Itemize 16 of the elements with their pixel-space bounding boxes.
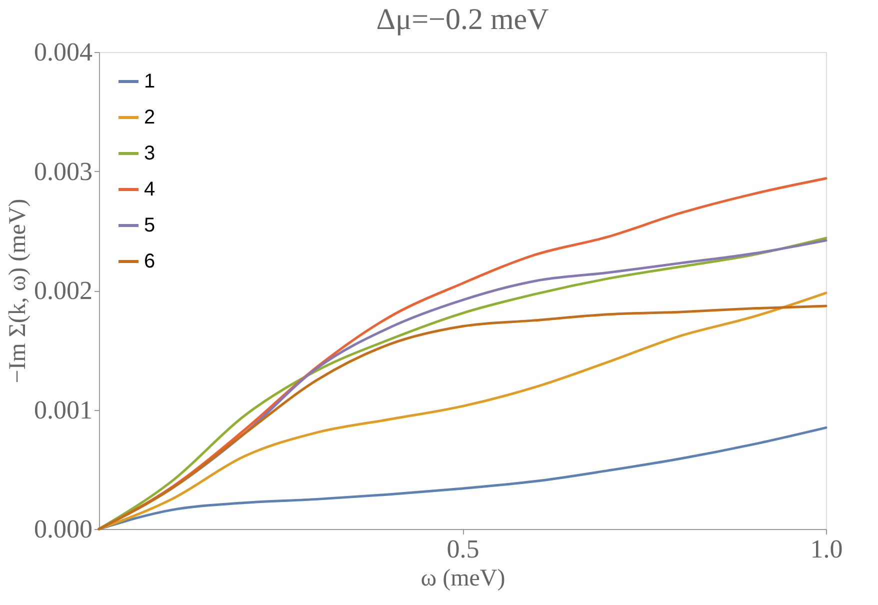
chart-title: Δμ=−0.2 meV: [376, 3, 550, 36]
x-tick-label: 1.0: [810, 534, 843, 564]
legend-label: 6: [144, 250, 156, 272]
legend-label: 1: [144, 70, 156, 92]
x-tick-label: 0.5: [446, 534, 480, 564]
x-axis-title: ω (meV): [420, 566, 506, 592]
legend-label: 2: [144, 106, 156, 128]
y-tick-label: 0.001: [34, 395, 92, 424]
legend-label: 3: [144, 142, 156, 164]
y-axis-title: −Im Σ(k, ω) (meV): [5, 198, 31, 384]
y-tick-label: 0.000: [34, 514, 92, 544]
y-tick-label: 0.002: [34, 276, 92, 305]
y-tick-label: 0.004: [34, 38, 92, 66]
y-tick-label: 0.003: [34, 156, 92, 186]
legend-label: 5: [144, 214, 156, 236]
legend-label: 4: [144, 178, 156, 200]
